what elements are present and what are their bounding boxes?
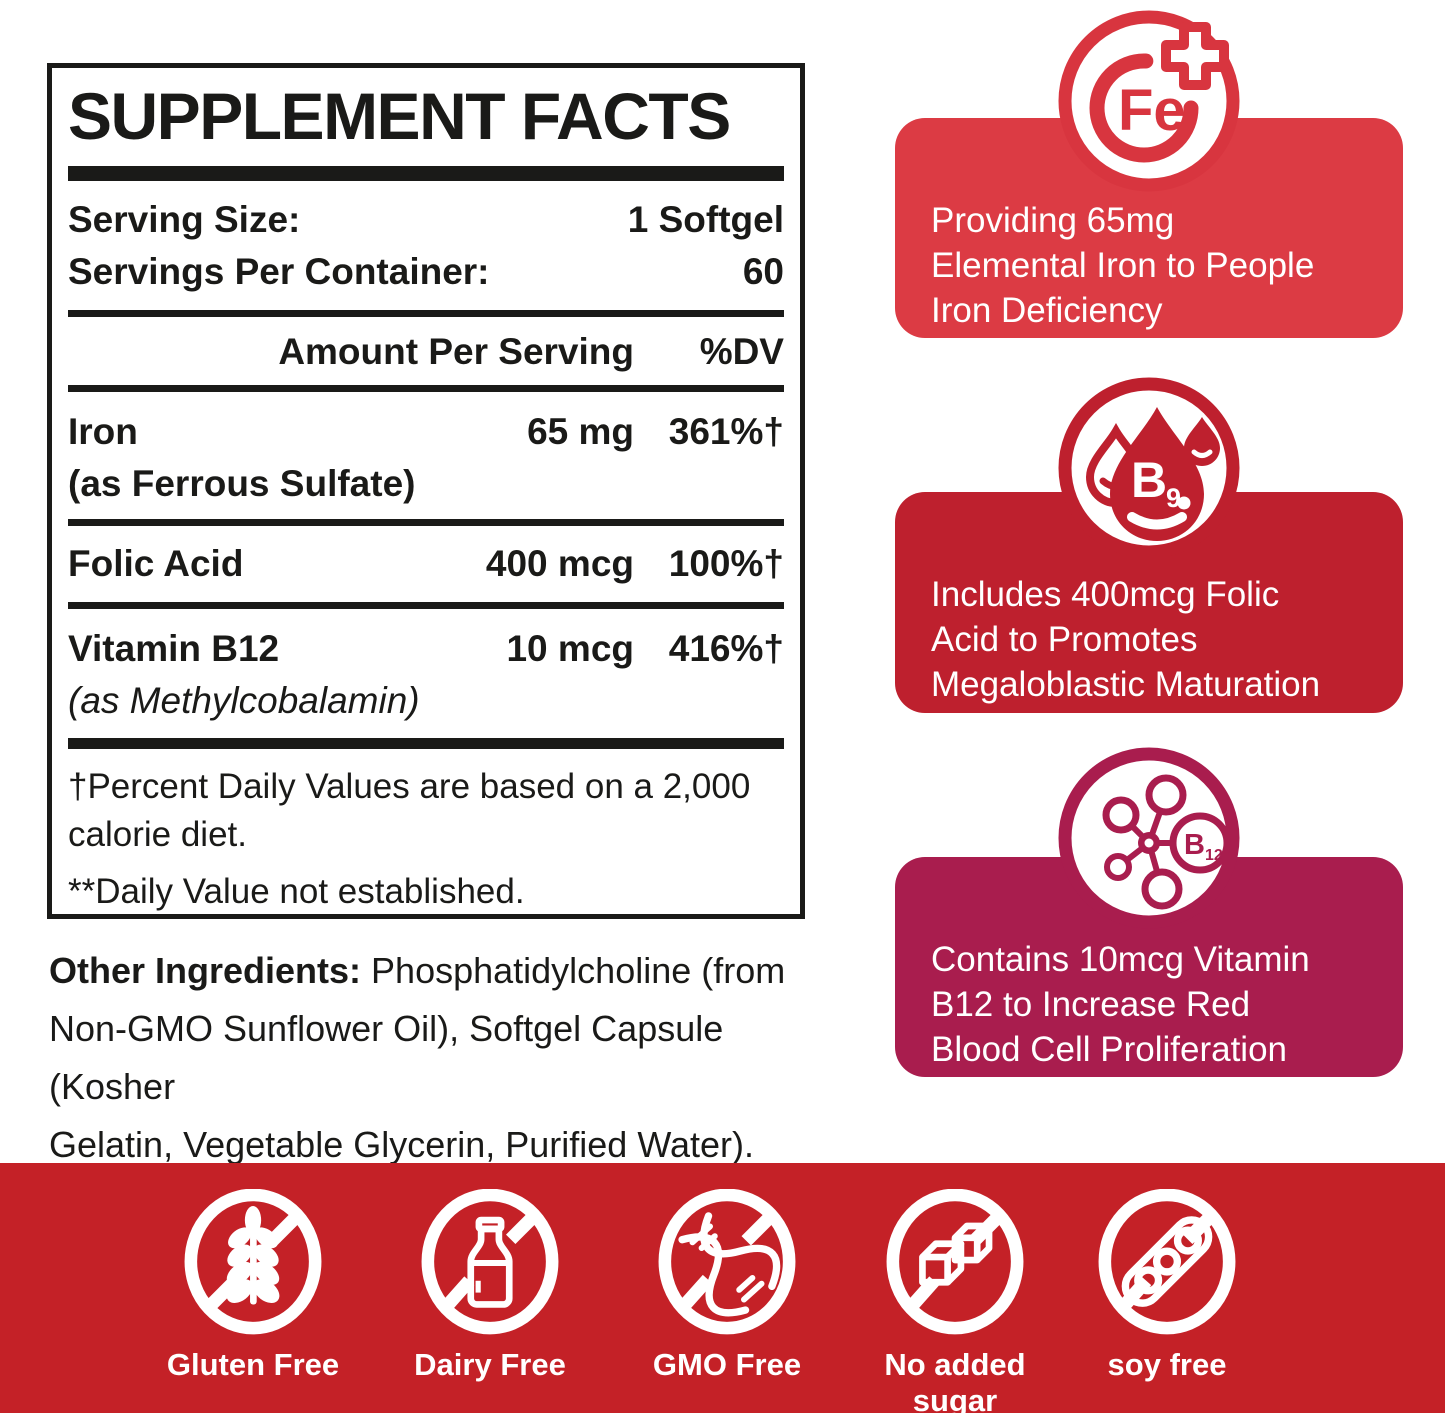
nutrient-row-vitamin-b12: Vitamin B12 10 mcg 416%† <box>68 626 784 672</box>
badge-no-added-sugar: No added sugar <box>845 1188 1065 1413</box>
gluten-free-icon <box>184 1188 322 1335</box>
svg-text:B: B <box>1184 829 1205 861</box>
svg-text:9: 9 <box>1166 483 1181 513</box>
serving-size-value: 1 Softgel <box>627 199 784 240</box>
blood-drops <box>1085 407 1220 541</box>
soy-pod-glyph <box>1121 1216 1213 1307</box>
badge-label: No added sugar <box>884 1347 1026 1413</box>
serving-size-label: Serving Size: <box>68 199 301 240</box>
card-text-line: Providing 65mg <box>931 201 1175 240</box>
card-text-line: Contains 10mcg Vitamin <box>931 940 1310 979</box>
card-text-line: Elemental Iron to People <box>931 246 1315 285</box>
servings-per-container-row: Servings Per Container: 60 <box>68 249 784 295</box>
dna-glyph <box>678 1212 781 1317</box>
svg-text:B: B <box>1131 452 1167 508</box>
panel-title: SUPPLEMENT FACTS <box>68 79 731 153</box>
card-text-line: Iron Deficiency <box>931 291 1163 330</box>
vitamin-b12-molecule-icon: B 12 <box>1058 747 1240 929</box>
divider <box>68 602 784 609</box>
divider <box>68 519 784 526</box>
serving-size-row: Serving Size: 1 Softgel <box>68 197 784 243</box>
supplement-facts-panel: SUPPLEMENT FACTS Serving Size: 1 Softgel… <box>47 63 805 919</box>
thick-divider <box>68 166 784 181</box>
footnote-daily-values: †Percent Daily Values are based on a 2,0… <box>68 767 751 854</box>
divider <box>68 385 784 392</box>
gmo-free-icon <box>658 1188 796 1335</box>
badge-gluten-free: Gluten Free <box>143 1188 363 1383</box>
servings-per-container-label: Servings Per Container: <box>68 251 490 292</box>
badge-dairy-free: Dairy Free <box>380 1188 600 1383</box>
folic-acid-b9-icon: B 9 <box>1058 377 1240 559</box>
servings-per-container-value: 60 <box>742 251 784 292</box>
iron-fe-icon: Fe <box>1058 10 1240 192</box>
sugar-cubes-glyph <box>919 1222 993 1286</box>
other-ingredients-label: Other Ingredients: <box>49 950 362 991</box>
nutrient-dv: 416%† <box>668 628 784 669</box>
nutrient-name: Vitamin B12 <box>68 628 280 669</box>
badge-label: Gluten Free <box>166 1347 340 1382</box>
free-from-banner: Gluten Free Dairy Free <box>0 1163 1445 1413</box>
card-text-line: Blood Cell Proliferation <box>931 1030 1288 1069</box>
other-ingredients: Other Ingredients: Phosphatidylcholine (… <box>49 942 829 1174</box>
nutrient-amount: 65 mg <box>527 411 634 452</box>
nutrient-row-folic-acid: Folic Acid 400 mcg 100%† <box>68 541 784 587</box>
percent-dv-header: %DV <box>699 331 784 372</box>
nutrient-name: Folic Acid <box>68 543 244 584</box>
divider <box>68 310 784 317</box>
nutrient-name: Iron <box>68 411 138 452</box>
badge-soy-free: soy free <box>1057 1188 1277 1383</box>
card-text-line: B12 to Increase Red <box>931 985 1251 1024</box>
card-text-line: Megaloblastic Maturation <box>931 665 1321 704</box>
badge-gmo-free: GMO Free <box>617 1188 837 1383</box>
nutrient-source: (as Methylcobalamin) <box>68 680 420 721</box>
divider <box>68 738 784 749</box>
card-text-line: Acid to Promotes <box>931 620 1198 659</box>
dairy-free-icon <box>421 1188 559 1335</box>
amounts-header-row: Amount Per Serving %DV <box>68 329 784 375</box>
badge-label: soy free <box>1107 1347 1227 1382</box>
nutrient-dv: 361%† <box>668 411 784 452</box>
nutrient-source: (as Ferrous Sulfate) <box>68 463 416 504</box>
molecule-atoms <box>1102 774 1231 910</box>
amount-per-serving-header: Amount Per Serving <box>278 331 634 372</box>
nutrient-dv: 100%† <box>668 543 784 584</box>
plus-icon <box>1161 22 1229 90</box>
nutrient-row-iron: Iron 65 mg 361%† <box>68 409 784 455</box>
other-ingredients-text: Phosphatidylcholine (from <box>361 950 786 991</box>
card-text-line: Includes 400mcg Folic <box>931 575 1280 614</box>
badge-label: GMO Free <box>652 1347 802 1382</box>
footnote-dv-not-established: **Daily Value not established. <box>68 872 525 911</box>
wheat-glyph <box>226 1206 280 1305</box>
no-added-sugar-icon <box>886 1188 1024 1335</box>
other-ingredients-text: Non-GMO Sunflower Oil), Softgel Capsule … <box>49 1008 724 1107</box>
soy-free-icon <box>1098 1188 1236 1335</box>
svg-text:12: 12 <box>1205 847 1223 864</box>
svg-text:Fe: Fe <box>1118 78 1186 143</box>
nutrient-amount: 10 mcg <box>506 628 634 669</box>
milk-bottle-glyph <box>467 1216 513 1308</box>
other-ingredients-text: Gelatin, Vegetable Glycerin, Purified Wa… <box>49 1124 754 1165</box>
badge-label: Dairy Free <box>414 1347 566 1382</box>
nutrient-amount: 400 mcg <box>485 543 634 584</box>
